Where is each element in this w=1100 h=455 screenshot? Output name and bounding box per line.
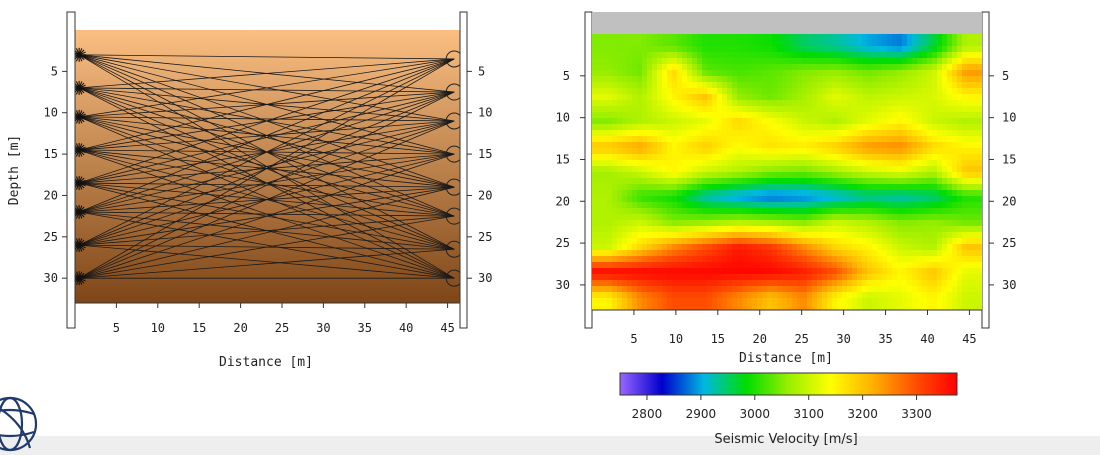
- x-tick-label: 30: [316, 321, 330, 335]
- y-tick-label: 10: [1002, 111, 1016, 125]
- ray-path: [78, 116, 455, 279]
- y-tick-label: 5: [563, 69, 570, 83]
- colorbar-tick-label: 2800: [632, 407, 663, 421]
- colorbar: 2800 2900 3000 3100 3200 3300 Seismic Velocit…: [619, 372, 958, 447]
- y-tick-label: 25: [478, 230, 492, 244]
- y-tick-label: 15: [44, 147, 58, 161]
- bottom-bar: [0, 436, 1100, 455]
- y-tick-label: 20: [1002, 194, 1016, 208]
- left-well-frame: [584, 11, 593, 329]
- ray-path: [79, 58, 455, 151]
- x-tick-label: 15: [192, 321, 206, 335]
- ray-path: [79, 58, 455, 184]
- source-starburst-icon: [72, 238, 87, 253]
- x-tick-label: 10: [669, 332, 683, 346]
- ray-paths: [78, 54, 455, 279]
- ray-path: [79, 244, 455, 279]
- y-axis-ticks-left: 5 10 15 20 25 30: [44, 64, 67, 285]
- colorbar-gradient: [619, 372, 958, 396]
- y-tick-label: 10: [556, 111, 570, 125]
- y-tick-label: 15: [1002, 152, 1016, 166]
- y-tick-label: 30: [1002, 278, 1016, 292]
- x-tick-label: 10: [151, 321, 165, 335]
- velocity-tomogram-panel: 5 10 15 20 25 30 35 40 45 5 10 15 20 25 30 5 10 15 20 25 3…: [556, 11, 1016, 447]
- ray-path: [79, 215, 455, 279]
- x-tick-label: 35: [358, 321, 372, 335]
- y-tick-label: 5: [51, 64, 58, 78]
- y-axis-ticks-right-left: 5 10 15 20 25 30: [556, 69, 585, 292]
- y-tick-label: 20: [44, 188, 58, 202]
- colorbar-tick-label: 3000: [740, 407, 771, 421]
- y-tick-label: 30: [556, 278, 570, 292]
- colorbar-tick-label: 3300: [901, 407, 932, 421]
- x-axis-label-right: Distance [m]: [739, 351, 833, 366]
- ray-path: [79, 58, 455, 118]
- ray-path: [79, 211, 455, 279]
- left-borehole-frame: [66, 11, 76, 329]
- x-tick-label: 20: [233, 321, 247, 335]
- x-axis-ticks-right: 5 10 15 20 25 30 35 40 45: [630, 310, 977, 346]
- y-tick-label: 15: [556, 152, 570, 166]
- colorbar-label: Seismic Velocity [m/s]: [714, 432, 857, 447]
- ray-path: [79, 91, 455, 184]
- x-tick-label: 5: [630, 332, 637, 346]
- x-axis-ticks: 5 10 15 20 25 30 35 40 45: [113, 303, 455, 335]
- ray-path: [78, 58, 455, 246]
- ray-path: [79, 87, 455, 93]
- ray-path: [79, 120, 455, 246]
- x-tick-label: 5: [113, 321, 120, 335]
- ray-path: [78, 58, 455, 213]
- logo-globe-icon: [0, 396, 38, 452]
- y-tick-label: 25: [556, 236, 570, 250]
- y-tick-label: 10: [478, 106, 492, 120]
- y-axis-ticks-right-right: 5 10 15 20 25 30: [989, 69, 1016, 292]
- x-tick-label: 20: [753, 332, 767, 346]
- x-tick-label: 30: [836, 332, 850, 346]
- right-borehole-frame: [459, 11, 468, 329]
- x-tick-label: 40: [399, 321, 413, 335]
- y-tick-label: 25: [44, 230, 58, 244]
- x-tick-label: 40: [920, 332, 934, 346]
- ray-diagram-panel: 5 10 15 20 25 30 35 40 45 5 10 15 20 25 30 5 10 15 20 25 3…: [7, 11, 492, 370]
- ray-path: [79, 186, 455, 279]
- x-axis-label: Distance [m]: [219, 355, 313, 370]
- ray-path: [79, 248, 455, 279]
- ray-path: [78, 91, 455, 279]
- colorbar-tick-label: 2900: [686, 407, 717, 421]
- x-tick-label: 25: [794, 332, 808, 346]
- ray-path: [79, 120, 455, 213]
- y-tick-label: 25: [1002, 236, 1016, 250]
- source-starburst-icon: [72, 109, 87, 124]
- velocity-heatmap: [592, 34, 982, 310]
- right-well-frame: [981, 11, 990, 329]
- ray-path: [79, 153, 455, 279]
- x-tick-label: 35: [878, 332, 892, 346]
- colorbar-tick-label: 3100: [793, 407, 824, 421]
- x-tick-label: 15: [711, 332, 725, 346]
- ray-path: [79, 116, 455, 122]
- ray-path: [78, 58, 455, 279]
- ray-path: [78, 120, 455, 279]
- colorbar-tick-label: 3200: [847, 407, 878, 421]
- y-tick-label: 30: [478, 271, 492, 285]
- x-tick-label: 25: [275, 321, 289, 335]
- x-tick-label: 45: [962, 332, 976, 346]
- ray-path: [79, 54, 455, 60]
- y-tick-label: 15: [478, 147, 492, 161]
- x-tick-label: 45: [440, 321, 454, 335]
- ray-path: [79, 58, 455, 89]
- y-tick-label: 10: [44, 106, 58, 120]
- y-tick-label: 20: [556, 194, 570, 208]
- y-tick-label: 20: [478, 188, 492, 202]
- y-tick-label: 5: [478, 64, 485, 78]
- ray-path: [79, 211, 455, 217]
- y-tick-label: 30: [44, 271, 58, 285]
- y-tick-label: 5: [1002, 69, 1009, 83]
- colorbar-ticks: 2800 2900 3000 3100 3200 3300: [632, 395, 932, 421]
- y-axis-label: Depth [m]: [7, 135, 22, 205]
- top-gray-band: [592, 12, 982, 34]
- ray-path: [79, 215, 455, 246]
- y-axis-ticks-right: 5 10 15 20 25 30: [467, 64, 492, 285]
